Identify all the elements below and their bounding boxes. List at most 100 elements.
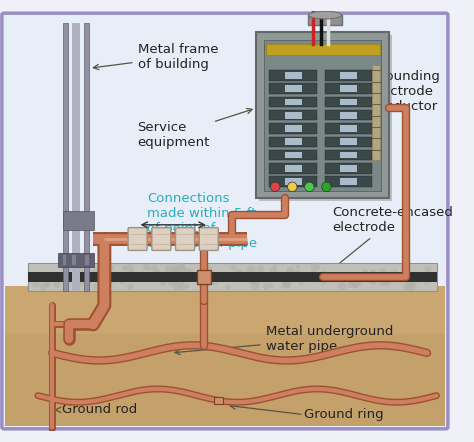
Bar	[28, 263, 437, 291]
Bar	[285, 99, 302, 105]
Circle shape	[99, 273, 105, 278]
Circle shape	[394, 274, 401, 281]
Bar	[340, 112, 357, 118]
Circle shape	[277, 278, 281, 282]
Circle shape	[46, 275, 53, 283]
Circle shape	[172, 265, 181, 273]
Circle shape	[280, 271, 284, 275]
Text: Metal underground
water pipe: Metal underground water pipe	[175, 325, 393, 354]
Circle shape	[363, 269, 367, 274]
FancyBboxPatch shape	[152, 228, 171, 251]
Bar	[325, 150, 372, 160]
Circle shape	[347, 282, 353, 288]
Bar	[63, 255, 66, 265]
Circle shape	[263, 282, 270, 290]
Circle shape	[371, 278, 377, 285]
Circle shape	[69, 274, 75, 280]
Circle shape	[389, 277, 395, 282]
Circle shape	[153, 269, 161, 277]
Circle shape	[370, 271, 375, 275]
FancyBboxPatch shape	[2, 13, 448, 429]
Circle shape	[173, 280, 177, 284]
Circle shape	[205, 266, 212, 272]
FancyBboxPatch shape	[128, 228, 147, 251]
Circle shape	[77, 266, 82, 270]
Circle shape	[122, 266, 127, 271]
Circle shape	[39, 282, 47, 291]
Circle shape	[59, 278, 64, 282]
Bar	[72, 23, 80, 291]
Bar	[309, 15, 342, 25]
Circle shape	[424, 280, 429, 285]
Circle shape	[234, 273, 239, 278]
Circle shape	[109, 265, 114, 271]
Bar	[63, 210, 94, 229]
Circle shape	[139, 274, 143, 278]
Circle shape	[320, 271, 327, 278]
Circle shape	[352, 282, 358, 288]
Circle shape	[322, 182, 331, 191]
Circle shape	[384, 275, 393, 284]
Circle shape	[364, 271, 369, 276]
Circle shape	[283, 275, 288, 280]
Circle shape	[80, 273, 88, 282]
Circle shape	[50, 274, 57, 281]
Circle shape	[372, 278, 377, 283]
Text: Ground rod: Ground rod	[62, 404, 137, 416]
Bar	[340, 99, 357, 105]
Circle shape	[231, 265, 236, 271]
Bar	[340, 152, 357, 158]
Bar	[270, 70, 317, 80]
Circle shape	[202, 269, 209, 276]
Circle shape	[410, 278, 417, 286]
Bar	[285, 138, 302, 145]
Polygon shape	[48, 429, 56, 438]
Circle shape	[168, 277, 177, 286]
Circle shape	[269, 284, 273, 288]
Bar	[285, 85, 302, 92]
Circle shape	[315, 278, 321, 283]
Circle shape	[239, 274, 244, 278]
Text: Concrete-encased
electrode: Concrete-encased electrode	[326, 206, 453, 274]
Circle shape	[173, 282, 183, 291]
Bar	[285, 165, 302, 171]
Bar	[256, 32, 389, 198]
Bar	[325, 176, 372, 187]
Circle shape	[251, 282, 259, 290]
Circle shape	[212, 281, 218, 286]
Circle shape	[73, 263, 80, 271]
Circle shape	[53, 281, 60, 288]
Circle shape	[77, 278, 85, 286]
Circle shape	[120, 279, 125, 284]
FancyBboxPatch shape	[175, 228, 194, 251]
Circle shape	[393, 269, 398, 274]
Circle shape	[151, 265, 158, 272]
Circle shape	[146, 277, 149, 281]
Circle shape	[282, 281, 290, 289]
Bar	[325, 97, 372, 107]
Bar	[270, 150, 317, 160]
Circle shape	[347, 276, 356, 284]
Circle shape	[310, 271, 316, 277]
Bar	[266, 44, 380, 55]
Circle shape	[179, 276, 186, 283]
Circle shape	[308, 273, 313, 278]
Circle shape	[407, 282, 416, 291]
Circle shape	[179, 282, 186, 290]
Bar	[270, 84, 317, 94]
Circle shape	[154, 273, 163, 282]
Circle shape	[271, 182, 280, 191]
Circle shape	[254, 279, 260, 286]
Bar	[213, 396, 223, 404]
FancyBboxPatch shape	[199, 228, 218, 251]
Circle shape	[158, 274, 166, 281]
Circle shape	[125, 264, 134, 273]
Circle shape	[176, 263, 185, 271]
Circle shape	[230, 275, 237, 282]
Circle shape	[295, 264, 300, 269]
Circle shape	[128, 271, 137, 279]
Circle shape	[368, 277, 375, 284]
Text: Metal frame
of building: Metal frame of building	[93, 43, 218, 71]
Circle shape	[226, 285, 231, 290]
Circle shape	[199, 282, 209, 291]
